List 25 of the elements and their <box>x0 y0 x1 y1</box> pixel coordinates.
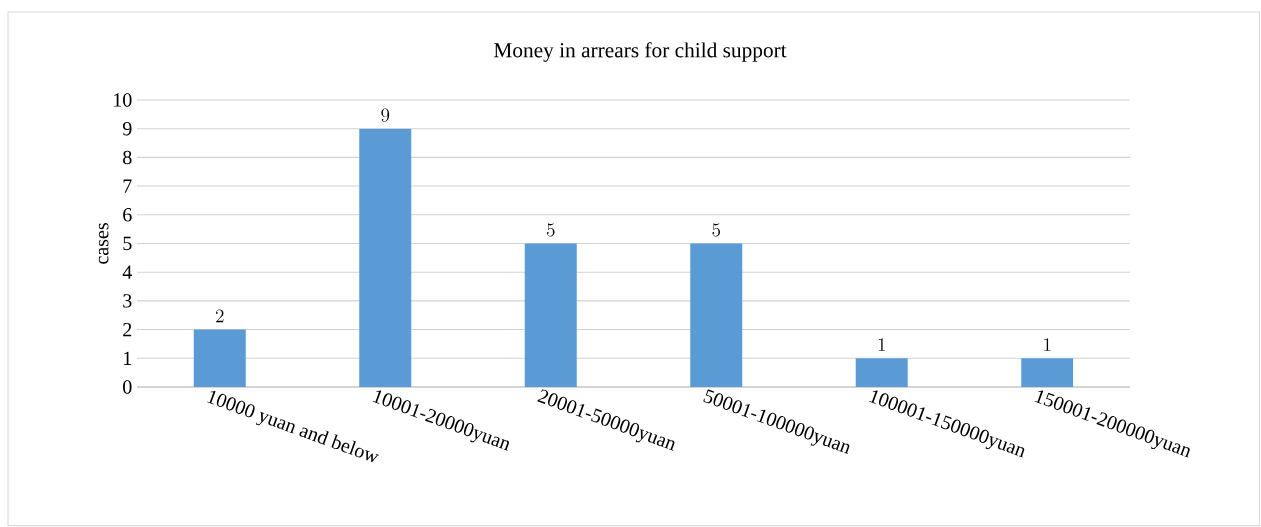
y-tick-label: 2 <box>123 322 132 337</box>
y-tick-label: 7 <box>123 179 132 193</box>
bar <box>524 243 577 387</box>
y-tick-label: 4 <box>122 265 132 279</box>
data-label: 9 <box>381 108 390 122</box>
bar <box>193 329 246 387</box>
bar <box>690 243 743 387</box>
data-label: 5 <box>546 223 555 237</box>
y-tick-label: 0 <box>123 380 132 394</box>
data-label: 1 <box>878 338 885 351</box>
data-label: 1 <box>1044 338 1051 351</box>
chart-title: Money in arrears for child support <box>493 42 787 62</box>
y-tick-label: 9 <box>122 121 132 136</box>
bar <box>855 358 908 387</box>
data-label: 2 <box>216 309 224 323</box>
y-tick-label: 6 <box>123 208 132 222</box>
y-axis-title: cases <box>98 223 109 264</box>
y-tick-label: 10 <box>114 93 132 107</box>
y-tick-label: 3 <box>123 294 132 308</box>
bar <box>359 128 412 387</box>
data-label: 5 <box>712 223 720 237</box>
bar <box>1021 358 1074 387</box>
y-tick-label: 1 <box>124 351 132 365</box>
y-tick-label: 5 <box>123 236 132 251</box>
y-tick-label: 8 <box>123 150 132 165</box>
